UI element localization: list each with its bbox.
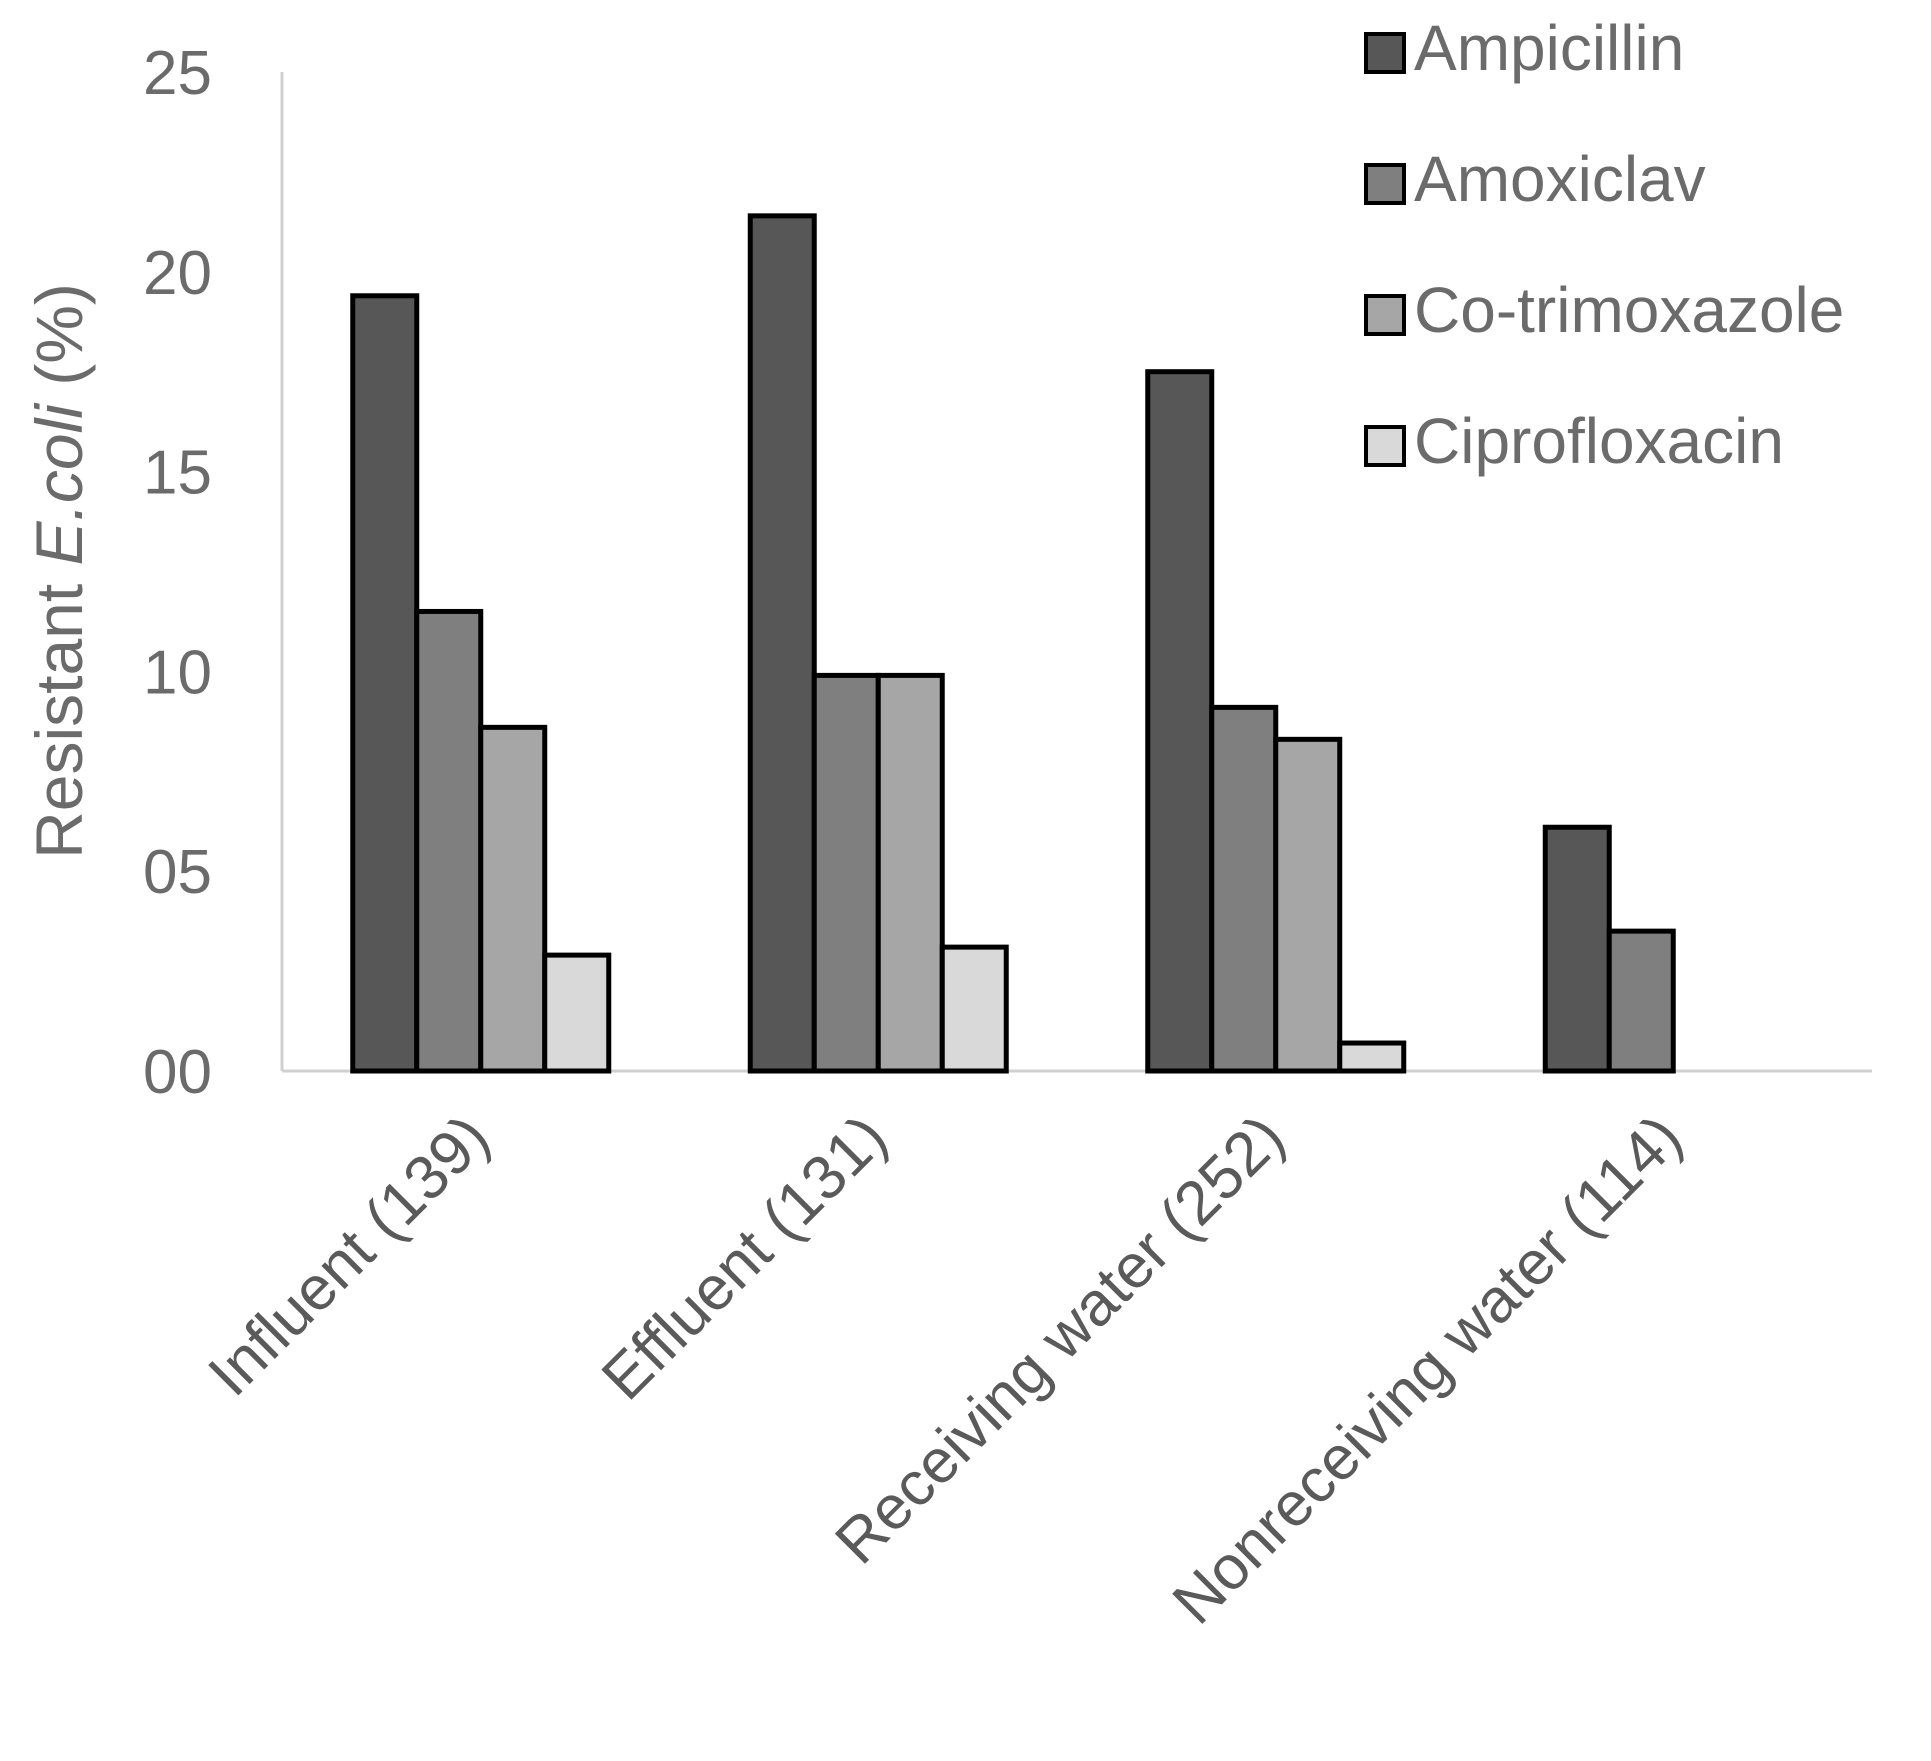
legend-swatch-co-trimoxazole [1364,294,1406,336]
legend: Ampicillin Amoxiclav Co-trimoxazole Ciprofl… [1364,12,1844,477]
bar-co-trimoxazole-receiving-water-252 [1273,736,1343,1074]
y-tick-label: 25 [143,39,212,108]
y-tick-label: 10 [143,638,212,707]
category-label: Influent (139) [196,1102,503,1409]
bar-co-trimoxazole-influent-139 [478,724,548,1074]
bar-amoxiclav-effluent-131 [811,672,881,1074]
legend-label-ampicillin: Ampicillin [1414,12,1684,84]
y-tick-label: 00 [143,1038,212,1107]
bar-co-trimoxazole-effluent-131 [875,672,945,1074]
y-tick-label: 20 [143,239,212,308]
category-label: Effluent (131) [589,1102,900,1413]
legend-label-amoxiclav: Amoxiclav [1414,143,1706,215]
bar-ampicillin-nonreceiving-water-114 [1542,824,1612,1074]
bar-ampicillin-effluent-131 [747,213,817,1074]
legend-swatch-ciprofloxacin [1364,425,1406,467]
bar-ampicillin-influent-139 [350,293,420,1074]
category-labels: Influent (139) Effluent (131)Receiving wa… [196,1102,1696,1637]
y-tick-label: 05 [143,838,212,907]
y-axis-label: Resistant E.coli (%) [22,283,96,859]
legend-swatch-ampicillin [1364,32,1406,74]
bar-amoxiclav-influent-139 [414,608,484,1074]
bars-group [350,213,1676,1074]
legend-label-ciprofloxacin: Ciprofloxacin [1414,405,1784,477]
bar-amoxiclav-nonreceiving-water-114 [1606,928,1676,1074]
bar-ciprofloxacin-effluent-131 [939,944,1009,1074]
bar-ciprofloxacin-influent-139 [542,952,612,1074]
bar-ciprofloxacin-receiving-water-252 [1337,1040,1407,1074]
category-label: Receiving water (252) [822,1102,1297,1577]
bar-ampicillin-receiving-water-252 [1145,369,1215,1074]
bar-amoxiclav-receiving-water-252 [1209,704,1279,1074]
y-tick-labels: 00 05 10 15 20 25 [143,39,212,1107]
y-tick-label: 15 [143,439,212,508]
legend-label-co-trimoxazole: Co-trimoxazole [1414,274,1844,346]
legend-swatch-amoxiclav [1364,163,1406,205]
